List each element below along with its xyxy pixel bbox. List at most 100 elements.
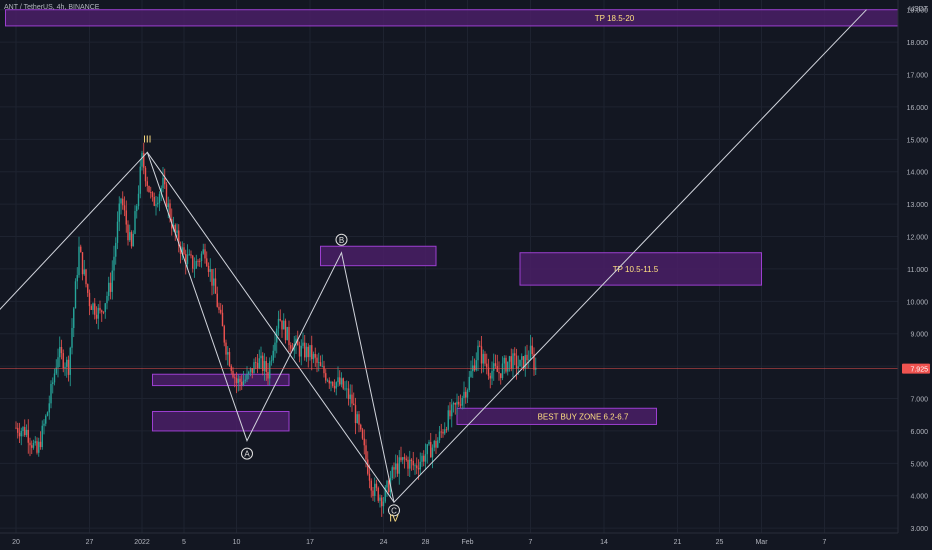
candle-body xyxy=(323,365,325,374)
candle-body xyxy=(239,378,241,382)
candle-body xyxy=(232,370,234,378)
candle-body xyxy=(522,356,525,369)
candle-body xyxy=(76,275,78,282)
zone-box[interactable] xyxy=(152,373,290,387)
candle-body xyxy=(48,403,50,413)
candle-body xyxy=(106,295,108,304)
candle-body xyxy=(214,278,217,294)
candle-body xyxy=(370,480,372,491)
last-price-tag xyxy=(902,363,930,374)
candle-body xyxy=(218,306,220,310)
candle-body xyxy=(375,483,378,488)
candle-body xyxy=(286,327,288,341)
candle-body xyxy=(267,371,269,379)
candle-body xyxy=(349,394,351,399)
candle-body xyxy=(297,338,299,346)
y-tick-label: 5.000 xyxy=(910,461,928,468)
candle-body xyxy=(143,152,145,168)
zone-label: TP 18.5-20 xyxy=(595,14,635,23)
zone-box[interactable] xyxy=(320,245,437,267)
candle-body xyxy=(419,461,421,470)
candle-body xyxy=(157,202,159,205)
candle-body xyxy=(391,467,393,479)
candle-body xyxy=(468,376,470,391)
candle-body xyxy=(269,361,271,379)
candle-body xyxy=(90,306,92,310)
candle-body xyxy=(319,362,322,367)
wave-line[interactable] xyxy=(0,9,867,504)
candle-body xyxy=(88,292,91,307)
candle-body xyxy=(169,203,171,219)
candle-body xyxy=(304,342,306,358)
x-axis-bg xyxy=(0,533,932,550)
candle-body xyxy=(24,427,26,436)
candle-body xyxy=(377,487,379,501)
candle-body xyxy=(407,459,409,469)
candle-body xyxy=(190,254,192,256)
candle-body xyxy=(234,377,236,379)
candle-body xyxy=(164,177,166,185)
candle-body xyxy=(337,377,339,383)
candle-body xyxy=(227,352,229,355)
candle-body xyxy=(431,447,434,458)
candle-body xyxy=(122,198,124,206)
candle-body xyxy=(409,459,411,469)
candle-body xyxy=(221,312,224,327)
candle-body xyxy=(95,314,98,319)
y-tick-label: 9.000 xyxy=(910,332,928,339)
candle-body xyxy=(442,431,444,434)
candle-body xyxy=(524,354,526,369)
candle-body xyxy=(193,268,196,270)
candle-body xyxy=(41,425,43,448)
candle-body xyxy=(379,497,381,501)
candle-body xyxy=(496,366,498,372)
candle-body xyxy=(424,454,427,462)
candle-body xyxy=(515,355,518,369)
candle-body xyxy=(494,363,497,367)
candle-body xyxy=(130,232,133,247)
candle-body xyxy=(118,203,120,222)
candle-body xyxy=(426,444,428,455)
zone-box[interactable] xyxy=(152,410,290,432)
candle-body xyxy=(344,388,346,390)
candle-body xyxy=(484,353,486,364)
zone-box[interactable] xyxy=(519,252,762,286)
wave-line[interactable] xyxy=(146,152,395,503)
candle-body xyxy=(325,373,327,381)
candle-body xyxy=(211,269,213,286)
candle-body xyxy=(458,401,460,405)
x-tick-label: 10 xyxy=(233,539,241,546)
candle-body xyxy=(270,360,273,362)
candle-body xyxy=(326,380,329,382)
candle-body xyxy=(99,307,101,311)
candle-body xyxy=(262,355,264,371)
candle-body xyxy=(15,427,17,429)
candle-body xyxy=(386,480,388,488)
candle-body xyxy=(85,269,87,285)
candle-body xyxy=(151,192,154,197)
candle-body xyxy=(461,397,463,406)
candle-body xyxy=(400,457,402,461)
candle-body xyxy=(403,457,406,459)
zone-box[interactable] xyxy=(456,407,657,425)
candle-body xyxy=(249,368,252,372)
y-tick-label: 15.000 xyxy=(907,137,929,144)
candle-body xyxy=(281,320,283,330)
candle-body xyxy=(351,394,353,404)
candle-body xyxy=(69,347,71,375)
candle-body xyxy=(146,181,148,186)
candle-body xyxy=(144,167,147,182)
candle-body xyxy=(50,383,52,404)
candle-body xyxy=(55,367,57,374)
candle-body xyxy=(272,350,274,361)
candle-body xyxy=(216,293,218,307)
candle-body xyxy=(353,403,355,406)
symbol-label: ANT / TetherUS, 4h, BINANCE xyxy=(4,4,100,11)
wave-label-circle xyxy=(388,504,400,517)
zone-box[interactable] xyxy=(5,9,920,27)
candle-body xyxy=(416,465,418,469)
candle-body xyxy=(153,196,155,206)
candle-body xyxy=(449,410,451,417)
candle-body xyxy=(489,375,491,379)
